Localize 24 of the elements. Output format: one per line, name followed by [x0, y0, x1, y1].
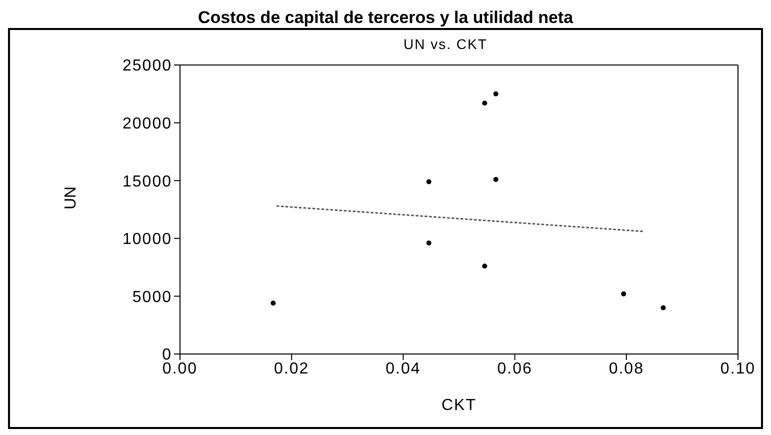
point — [426, 240, 432, 246]
chart-subtitle: UN vs. CKT — [402, 36, 488, 52]
point — [660, 305, 666, 310]
y-tick-label: 5000 — [132, 288, 172, 306]
point — [270, 300, 276, 306]
point — [621, 291, 626, 296]
point — [493, 176, 498, 182]
y-tick-label: 25000 — [122, 58, 172, 75]
x-tick-label: 0.04 — [386, 360, 421, 378]
x-tick-label: 0.10 — [720, 360, 756, 378]
x-axis-title: CKT — [442, 397, 476, 414]
chart-title: Costos de capital de terceros y la utilidad neta — [196, 8, 574, 28]
y-tick-label: 10000 — [122, 231, 172, 248]
point — [482, 264, 488, 269]
x-tick-label: 0.00 — [162, 360, 198, 378]
y-tick-label: 15000 — [122, 173, 172, 190]
point — [493, 91, 498, 96]
point — [426, 179, 432, 184]
point — [482, 100, 488, 106]
y-tick-label: 20000 — [122, 115, 172, 132]
x-tick-label: 0.06 — [497, 360, 532, 378]
y-axis-title: UN — [62, 186, 80, 210]
x-tick-label: 0.08 — [608, 360, 644, 378]
x-tick-label: 0.02 — [274, 360, 310, 378]
